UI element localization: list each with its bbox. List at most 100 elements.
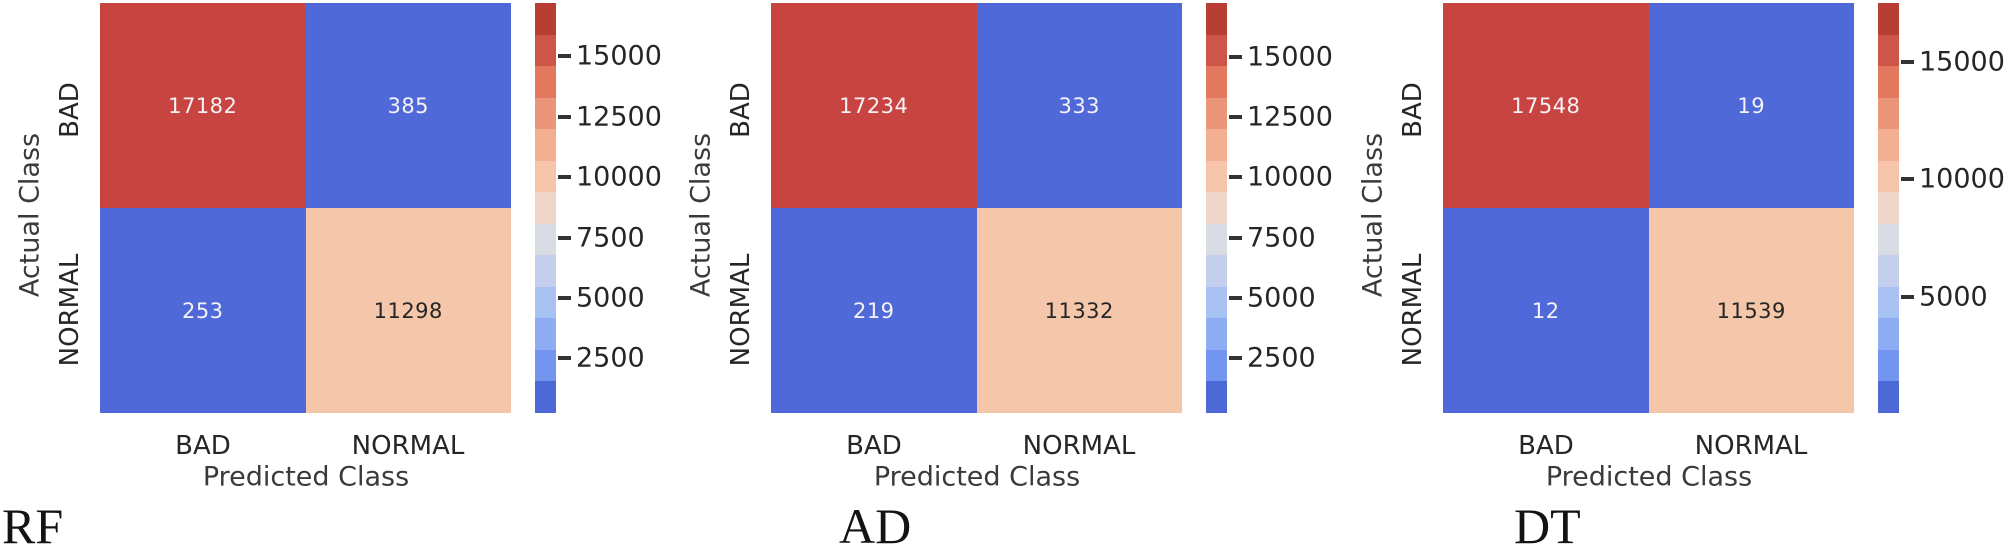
heatmap-cell: 11298 bbox=[305, 208, 511, 413]
colorbar-tick-label: 10000 bbox=[576, 161, 662, 193]
y-tick-bad: BAD bbox=[726, 82, 756, 138]
colorbar-tick-label: 15000 bbox=[576, 40, 662, 72]
x-tick-bad: BAD bbox=[175, 431, 231, 461]
colorbar-tick-label: 12500 bbox=[576, 101, 662, 133]
y-tick-bad: BAD bbox=[1398, 82, 1428, 138]
y-tick-normal: NORMAL bbox=[1398, 253, 1428, 367]
colorbar-band bbox=[1206, 66, 1227, 98]
heatmap-cell: 253 bbox=[100, 208, 306, 413]
colorbar bbox=[1878, 3, 1899, 413]
x-axis-label: Predicted Class bbox=[1545, 461, 1753, 493]
heatmap-cell: 333 bbox=[976, 3, 1182, 208]
colorbar-band bbox=[1878, 34, 1899, 67]
x-axis-label: Predicted Class bbox=[202, 461, 410, 493]
heatmap-cell: 219 bbox=[771, 208, 977, 413]
heatmap-cell: 385 bbox=[305, 3, 511, 208]
heatmap-cell: 11539 bbox=[1648, 208, 1854, 413]
colorbar-band bbox=[535, 66, 556, 98]
panel-title: RF bbox=[2, 498, 64, 554]
colorbar-band bbox=[1206, 349, 1227, 382]
x-tick-normal: NORMAL bbox=[1694, 431, 1808, 461]
heatmap-cell: 12 bbox=[1443, 208, 1649, 413]
colorbar-band bbox=[535, 97, 556, 130]
colorbar-ticks: 15000 12500 10000 7500 5000 2500 bbox=[535, 3, 665, 413]
heatmap-grid: 17182 385 253 11298 bbox=[100, 3, 511, 413]
y-axis-label: Actual Class bbox=[14, 132, 46, 298]
colorbar-band bbox=[535, 286, 556, 319]
colorbar-tick-mark bbox=[1901, 294, 1914, 299]
colorbar-band bbox=[535, 192, 556, 224]
heatmap-cell: 17548 bbox=[1443, 3, 1649, 208]
colorbar-tick-mark bbox=[558, 356, 571, 361]
y-tick-normal: NORMAL bbox=[55, 253, 85, 367]
colorbar-band bbox=[1206, 129, 1227, 161]
x-tick-bad: BAD bbox=[846, 431, 902, 461]
colorbar-band bbox=[1206, 3, 1227, 35]
colorbar-tick-mark bbox=[1229, 295, 1242, 300]
y-axis-label: Actual Class bbox=[1357, 132, 1389, 298]
panel-dt: Actual Class BAD NORMAL 17548 19 12 1153… bbox=[1343, 0, 2008, 559]
colorbar-tick-mark bbox=[1901, 60, 1914, 65]
panel-title: DT bbox=[1514, 498, 1581, 554]
panel-ad: Actual Class BAD NORMAL 17234 333 219 11… bbox=[671, 0, 1340, 559]
heatmap-cell: 17182 bbox=[100, 3, 306, 208]
colorbar-tick-mark bbox=[1229, 175, 1242, 180]
colorbar bbox=[1206, 3, 1227, 413]
colorbar-band bbox=[535, 318, 556, 350]
x-tick-bad: BAD bbox=[1518, 431, 1574, 461]
heatmap-grid: 17234 333 219 11332 bbox=[771, 3, 1182, 413]
colorbar-tick-mark bbox=[1229, 54, 1242, 59]
y-tick-normal: NORMAL bbox=[726, 253, 756, 367]
colorbar bbox=[535, 3, 556, 413]
heatmap-cell: 19 bbox=[1648, 3, 1854, 208]
colorbar-band bbox=[1878, 3, 1899, 35]
colorbar-ticks: 15000 10000 5000 bbox=[1878, 3, 2008, 413]
colorbar-tick-mark bbox=[558, 174, 571, 179]
heatmap-grid: 17548 19 12 11539 bbox=[1443, 3, 1854, 413]
colorbar-tick-mark bbox=[1901, 177, 1914, 182]
colorbar-tick-label: 15000 bbox=[1247, 41, 1333, 73]
x-tick-normal: NORMAL bbox=[1022, 431, 1136, 461]
colorbar-tick-mark bbox=[558, 235, 571, 240]
colorbar-band bbox=[1878, 129, 1899, 161]
colorbar-tick-label: 15000 bbox=[1919, 46, 2005, 78]
colorbar-band bbox=[1206, 286, 1227, 319]
colorbar-tick-label: 12500 bbox=[1247, 101, 1333, 133]
colorbar-band bbox=[1206, 192, 1227, 224]
colorbar-band bbox=[1878, 160, 1899, 193]
colorbar-band bbox=[535, 129, 556, 161]
colorbar-tick-label: 10000 bbox=[1247, 161, 1333, 193]
colorbar-tick-label: 7500 bbox=[1247, 222, 1316, 254]
colorbar-band bbox=[1878, 223, 1899, 256]
colorbar-tick-label: 7500 bbox=[576, 222, 645, 254]
colorbar-band bbox=[1206, 34, 1227, 67]
colorbar-tick-mark bbox=[558, 114, 571, 119]
colorbar-tick-mark bbox=[558, 296, 571, 301]
panel-title: AD bbox=[839, 498, 912, 554]
x-axis-label: Predicted Class bbox=[873, 461, 1081, 493]
colorbar-band bbox=[535, 223, 556, 256]
colorbar-tick-mark bbox=[558, 53, 571, 58]
colorbar-tick-mark bbox=[1229, 356, 1242, 361]
colorbar-tick-label: 2500 bbox=[576, 342, 645, 374]
heatmap-cell: 17234 bbox=[771, 3, 977, 208]
colorbar-tick-label: 5000 bbox=[1247, 282, 1316, 314]
colorbar-band bbox=[535, 3, 556, 35]
colorbar-band bbox=[1206, 97, 1227, 130]
colorbar-tick-label: 5000 bbox=[1919, 281, 1988, 313]
colorbar-band bbox=[1878, 192, 1899, 224]
colorbar-tick-label: 5000 bbox=[576, 282, 645, 314]
colorbar-ticks: 15000 12500 10000 7500 5000 2500 bbox=[1206, 3, 1336, 413]
colorbar-band bbox=[1206, 381, 1227, 413]
colorbar-band bbox=[1878, 381, 1899, 413]
colorbar-band bbox=[1878, 286, 1899, 319]
colorbar-band bbox=[535, 255, 556, 287]
x-tick-normal: NORMAL bbox=[351, 431, 465, 461]
colorbar-band bbox=[1206, 160, 1227, 193]
colorbar-band bbox=[535, 381, 556, 413]
heatmap-cell: 11332 bbox=[976, 208, 1182, 413]
y-axis-label: Actual Class bbox=[685, 132, 717, 298]
colorbar-band bbox=[1206, 223, 1227, 256]
colorbar-band bbox=[1206, 255, 1227, 287]
